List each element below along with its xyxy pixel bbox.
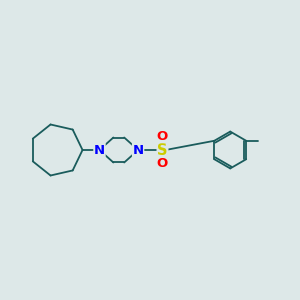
Text: O: O <box>157 130 168 143</box>
Text: S: S <box>157 142 168 158</box>
Text: N: N <box>133 143 144 157</box>
Text: O: O <box>157 157 168 170</box>
Text: N: N <box>94 143 105 157</box>
